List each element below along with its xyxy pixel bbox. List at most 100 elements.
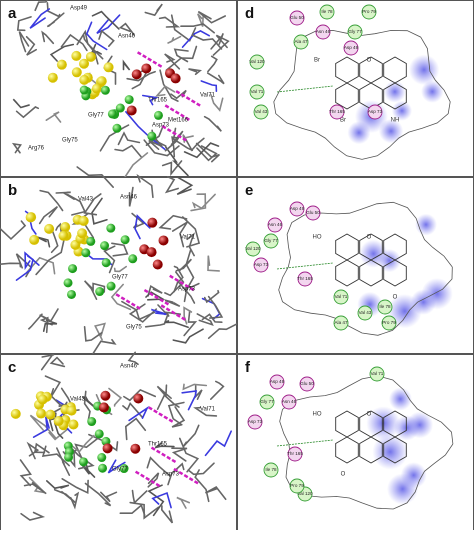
residue-node	[249, 54, 265, 70]
ligand-atom	[107, 109, 117, 119]
residue-label: Ile 78	[265, 467, 277, 472]
hbond	[164, 104, 191, 122]
protein-stick	[35, 237, 66, 276]
residue-label: Val43	[78, 197, 94, 203]
protein-stick	[91, 338, 117, 356]
ligand-atom	[60, 222, 71, 233]
protein-stick	[25, 256, 56, 275]
hbond	[276, 85, 334, 93]
residue-label: Arg76	[28, 146, 45, 152]
residue-node	[297, 271, 313, 287]
protein-stick	[76, 166, 114, 188]
ligand-atom	[79, 74, 90, 85]
ligand-atom	[112, 123, 122, 133]
exposure-blob	[391, 100, 413, 121]
ligand-atom	[68, 419, 79, 430]
ligand-atom	[71, 50, 82, 61]
ligand-atom	[106, 281, 116, 291]
protein-stick	[193, 406, 218, 417]
protein-stick	[197, 10, 226, 24]
protein-stick	[29, 8, 51, 29]
residue-label: Gly75	[126, 325, 142, 331]
protein-stick	[206, 72, 225, 85]
residue-label: Gly77	[112, 467, 128, 473]
protein-stick	[146, 456, 171, 477]
protein-stick	[128, 405, 150, 422]
panel-border	[0, 177, 237, 354]
residue-label: Glu 50	[306, 210, 320, 215]
residue-node	[381, 315, 397, 331]
residue-label: Asn46	[120, 195, 138, 201]
ligand-atom	[71, 67, 82, 78]
residue-label: Val 71	[371, 371, 384, 376]
exposure-blob	[408, 54, 440, 86]
ligand-atom	[10, 408, 21, 419]
ligand-atom	[79, 85, 89, 95]
protein-stick	[144, 315, 169, 328]
ligand-atom	[152, 259, 163, 270]
protein-stick	[175, 258, 193, 272]
protein-stick	[96, 14, 121, 35]
protein-stick	[154, 442, 175, 449]
protein-stick	[160, 505, 174, 524]
protein-stick	[114, 144, 142, 158]
protein-stick	[50, 230, 59, 254]
ligand-atom	[146, 247, 157, 258]
ligand-atom	[126, 105, 137, 116]
ligand-atom	[25, 212, 36, 223]
atom-label: O	[341, 472, 346, 478]
protein-stick	[183, 310, 198, 337]
protein-stick	[183, 142, 220, 159]
protein-stick	[122, 59, 131, 71]
protein-stick	[83, 280, 98, 300]
protein-stick	[180, 23, 215, 34]
protein-stick	[144, 3, 163, 17]
protein-stick	[191, 34, 223, 50]
ligand-atom	[29, 234, 40, 245]
protein-stick	[39, 308, 59, 323]
protein-stick	[204, 430, 232, 457]
protein-stick	[207, 295, 224, 319]
protein-stick	[40, 353, 55, 371]
protein-stick	[167, 401, 185, 425]
residue-label: Asn 46	[282, 399, 297, 404]
residue-label: Asn46	[120, 364, 138, 370]
atom-label: O	[393, 295, 398, 301]
residue-label: Gly75	[62, 138, 78, 144]
protein-stick	[186, 232, 196, 257]
residue-node	[293, 34, 309, 50]
residue-node	[367, 104, 383, 120]
protein-stick	[56, 447, 71, 476]
protein-stick	[84, 482, 112, 507]
protein-stick	[46, 480, 70, 490]
residue-label: Asn46	[118, 34, 136, 40]
ligand-atom	[79, 58, 90, 69]
protein-stick	[82, 395, 98, 410]
protein-stick	[210, 94, 224, 112]
residue-node	[269, 374, 285, 390]
ligand-atom	[68, 264, 78, 274]
protein-stick	[207, 255, 220, 272]
atom-label: Br	[340, 118, 346, 124]
ligand-atom	[66, 289, 76, 299]
protein-stick	[173, 279, 196, 304]
residue-label: Ala 47	[334, 320, 347, 325]
protein-stick	[25, 35, 37, 56]
ligand-atom	[97, 453, 107, 463]
residue-node	[247, 414, 263, 430]
protein-stick	[205, 485, 227, 501]
protein-stick	[91, 10, 120, 30]
ligand-atom	[47, 72, 58, 83]
protein-stick	[61, 478, 89, 495]
panel-label: b	[8, 182, 17, 199]
protein-stick	[171, 406, 186, 428]
exposure-blob	[383, 80, 406, 103]
ligand-ring	[383, 259, 407, 287]
ligand-atom	[170, 73, 181, 84]
panel: HO O O Asp 49 Glu 50 Asn 46 Gly 77 Asp 73 Thr 16…	[237, 354, 474, 531]
residue-label: Thr165	[148, 442, 168, 448]
hbond	[169, 274, 196, 292]
residue-node	[267, 217, 283, 233]
ligand-atom	[141, 63, 152, 74]
ligand-atom	[96, 76, 107, 87]
